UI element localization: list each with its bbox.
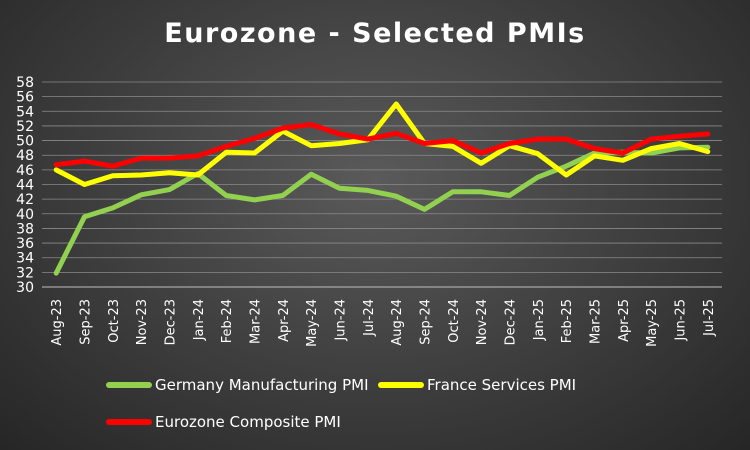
x-tick-label: May-24 bbox=[305, 299, 320, 347]
y-tick-label: 58 bbox=[16, 75, 34, 91]
x-tick-label: Sep-24 bbox=[419, 299, 434, 345]
series-line-france-services-pmi bbox=[53, 101, 711, 187]
x-tick-label: Apr-25 bbox=[617, 299, 632, 342]
x-tick-label: Mar-24 bbox=[249, 299, 264, 344]
x-tick-label: Dec-23 bbox=[164, 299, 179, 345]
x-tick-label: Nov-24 bbox=[475, 299, 490, 345]
x-tick-label: Mar-25 bbox=[589, 299, 604, 344]
y-tick-label: 32 bbox=[16, 265, 34, 281]
x-tick-label: Oct-24 bbox=[447, 299, 462, 343]
y-tick-label: 46 bbox=[16, 163, 34, 179]
x-tick-label: Dec-24 bbox=[504, 299, 519, 345]
x-tick-label: Nov-23 bbox=[135, 299, 150, 345]
series-line-germany-manufacturing-pmi bbox=[53, 144, 711, 276]
y-tick-label: 52 bbox=[16, 119, 34, 135]
x-tick-label: Aug-24 bbox=[390, 299, 405, 346]
y-tick-label: 40 bbox=[16, 207, 34, 223]
x-tick-label: Apr-24 bbox=[277, 299, 292, 342]
y-tick-label: 36 bbox=[16, 236, 34, 252]
x-tick-label: Jan-25 bbox=[532, 299, 547, 341]
x-tick-label: Jan-24 bbox=[192, 299, 207, 341]
y-tick-label: 42 bbox=[16, 192, 34, 208]
x-tick-label: May-25 bbox=[645, 299, 660, 347]
x-tick-label: Sep-23 bbox=[79, 299, 94, 345]
y-tick-label: 54 bbox=[16, 104, 34, 120]
y-tick-label: 30 bbox=[16, 280, 34, 296]
x-tick-label: Jun-25 bbox=[674, 299, 689, 342]
x-tick-label: Oct-23 bbox=[107, 299, 122, 343]
x-tick-label: Feb-24 bbox=[220, 299, 235, 343]
y-tick-label: 48 bbox=[16, 148, 34, 164]
series-line-eurozone-composite-pmi bbox=[53, 122, 711, 169]
x-tick-label: Jun-24 bbox=[334, 299, 349, 342]
chart-title: Eurozone - Selected PMIs bbox=[164, 18, 586, 49]
x-tick-label: Jul-25 bbox=[702, 299, 717, 337]
y-tick-label: 50 bbox=[16, 134, 34, 150]
y-tick-label: 56 bbox=[16, 90, 34, 106]
y-tick-label: 34 bbox=[16, 251, 34, 267]
y-tick-label: 38 bbox=[16, 221, 34, 237]
x-tick-label: Jul-24 bbox=[362, 299, 377, 337]
y-tick-label: 44 bbox=[16, 178, 34, 194]
x-tick-label: Feb-25 bbox=[560, 299, 575, 343]
x-tick-label: Aug-23 bbox=[50, 299, 65, 346]
gridlines bbox=[42, 81, 722, 288]
